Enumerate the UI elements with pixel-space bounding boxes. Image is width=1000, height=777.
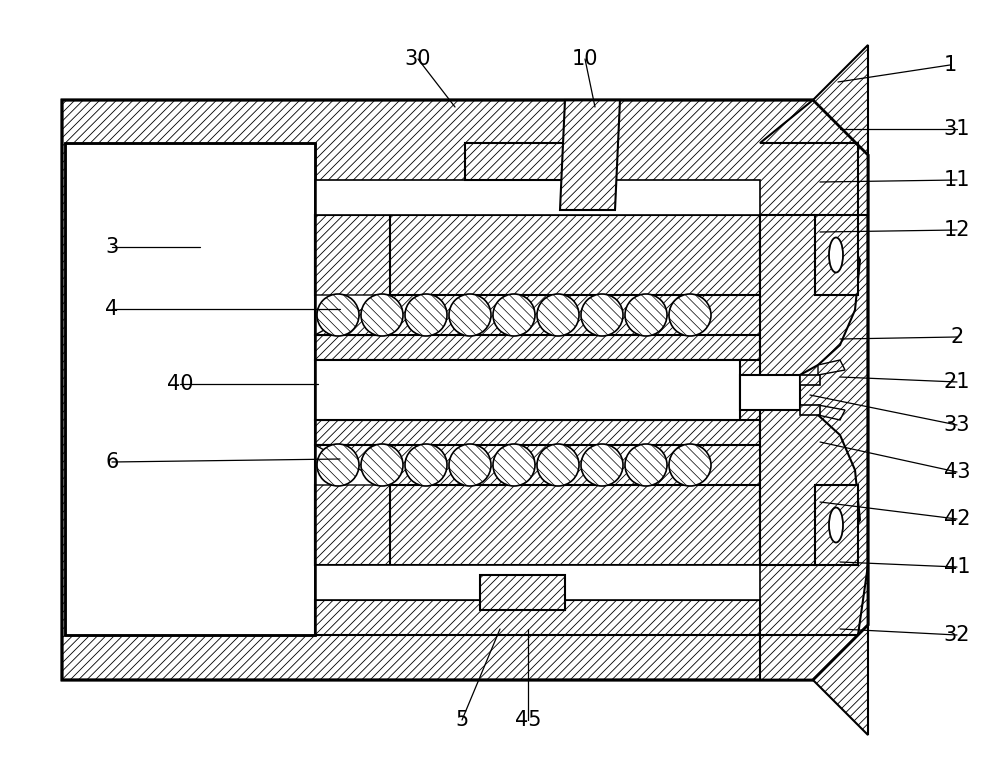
Ellipse shape	[829, 238, 843, 273]
Polygon shape	[740, 375, 800, 410]
Polygon shape	[315, 445, 388, 485]
Circle shape	[625, 294, 667, 336]
Polygon shape	[800, 375, 820, 385]
Text: 1: 1	[943, 55, 957, 75]
Polygon shape	[760, 400, 860, 565]
Text: 3: 3	[105, 237, 119, 257]
Text: 21: 21	[944, 372, 970, 392]
Polygon shape	[315, 335, 760, 360]
Text: 42: 42	[944, 509, 970, 529]
Text: 40: 40	[167, 374, 193, 394]
Circle shape	[669, 444, 711, 486]
Text: 41: 41	[944, 557, 970, 577]
Polygon shape	[315, 565, 760, 600]
Polygon shape	[480, 575, 565, 610]
Circle shape	[669, 294, 711, 336]
Text: 30: 30	[405, 49, 431, 69]
Circle shape	[317, 444, 359, 486]
Polygon shape	[315, 180, 760, 215]
Text: 32: 32	[944, 625, 970, 645]
Text: 4: 4	[105, 299, 119, 319]
Circle shape	[537, 294, 579, 336]
Circle shape	[449, 294, 491, 336]
Circle shape	[317, 294, 359, 336]
Text: 43: 43	[944, 462, 970, 482]
Polygon shape	[65, 143, 315, 635]
Circle shape	[493, 444, 535, 486]
Circle shape	[361, 294, 403, 336]
Text: 12: 12	[944, 220, 970, 240]
Polygon shape	[760, 565, 868, 735]
Text: 10: 10	[572, 49, 598, 69]
Text: 6: 6	[105, 452, 119, 472]
Polygon shape	[560, 100, 620, 210]
Text: 45: 45	[515, 710, 541, 730]
Circle shape	[625, 444, 667, 486]
Polygon shape	[760, 45, 868, 215]
Polygon shape	[465, 143, 565, 180]
Circle shape	[361, 444, 403, 486]
Circle shape	[581, 444, 623, 486]
Text: 31: 31	[944, 119, 970, 139]
Polygon shape	[818, 405, 845, 420]
Polygon shape	[315, 445, 390, 565]
Polygon shape	[315, 215, 760, 295]
Circle shape	[581, 294, 623, 336]
Polygon shape	[800, 405, 820, 415]
Text: 5: 5	[455, 710, 469, 730]
Polygon shape	[760, 215, 860, 380]
Ellipse shape	[829, 507, 843, 542]
Polygon shape	[315, 360, 740, 420]
Polygon shape	[62, 100, 868, 680]
Text: 11: 11	[944, 170, 970, 190]
Polygon shape	[315, 600, 760, 635]
Circle shape	[493, 294, 535, 336]
Circle shape	[449, 444, 491, 486]
Circle shape	[405, 444, 447, 486]
Polygon shape	[815, 485, 858, 565]
Polygon shape	[315, 295, 388, 335]
Polygon shape	[815, 215, 858, 295]
Text: 2: 2	[950, 327, 964, 347]
Polygon shape	[818, 360, 845, 375]
Circle shape	[537, 444, 579, 486]
Polygon shape	[315, 485, 760, 565]
Polygon shape	[315, 420, 760, 445]
Polygon shape	[315, 215, 390, 335]
Circle shape	[405, 294, 447, 336]
Text: 33: 33	[944, 415, 970, 435]
